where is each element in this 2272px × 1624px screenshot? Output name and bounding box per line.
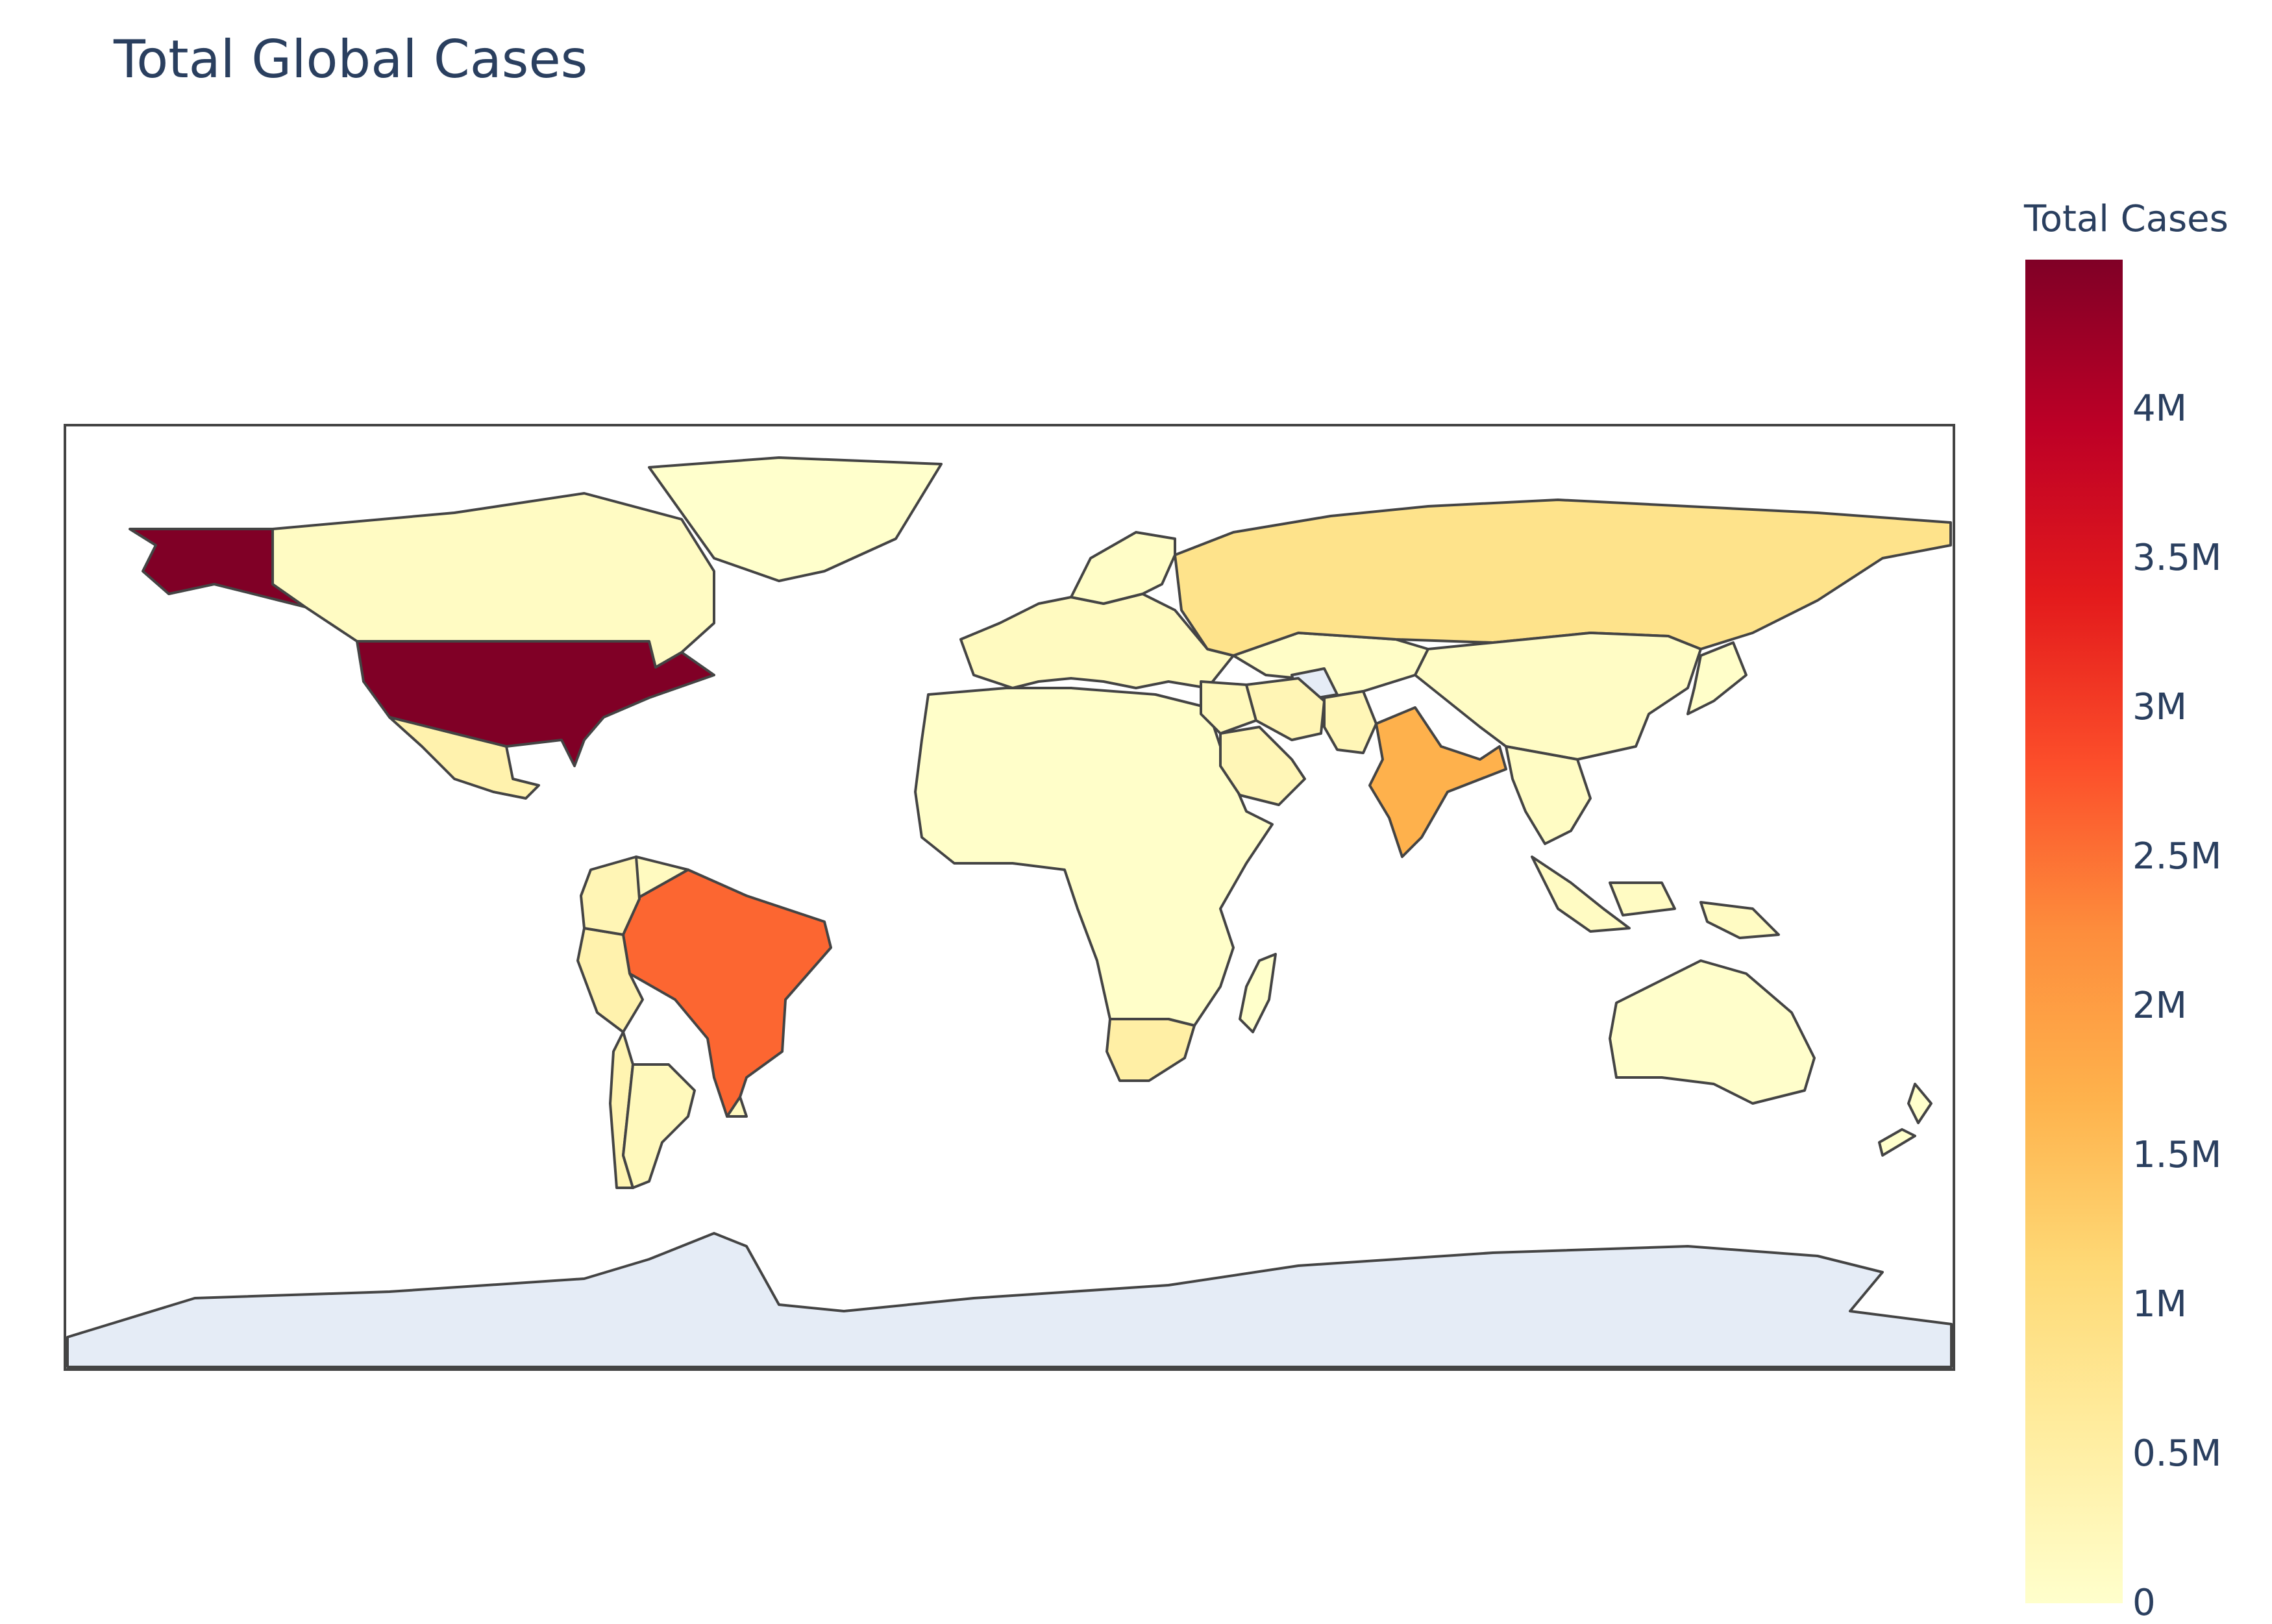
region-canada[interactable] — [271, 492, 715, 669]
region-colombia[interactable] — [580, 855, 641, 936]
region-south-africa[interactable] — [1105, 1018, 1196, 1082]
colorbar-tick-label: 3.5M — [2132, 537, 2222, 579]
region-india[interactable] — [1368, 706, 1507, 858]
colorbar-tick-label: 0 — [2132, 1582, 2156, 1624]
region-africa[interactable] — [914, 687, 1274, 1027]
region-middle-east[interactable] — [1200, 680, 1257, 735]
colorbar — [2025, 260, 2123, 1603]
region-iran[interactable] — [1245, 677, 1326, 741]
region-peru[interactable] — [576, 927, 644, 1033]
region-antarctica[interactable] — [66, 1232, 1953, 1368]
colorbar-tick-label: 2.5M — [2132, 835, 2222, 878]
region-new-zealand[interactable] — [1878, 1083, 1932, 1157]
region-brazil[interactable] — [622, 868, 832, 1118]
region-mexico[interactable] — [388, 716, 540, 800]
colorbar-tick-label: 0.5M — [2132, 1433, 2222, 1475]
region-europe[interactable] — [959, 593, 1235, 689]
colorbar-title: Total Cases — [2024, 198, 2229, 240]
colorbar-tick-label: 3M — [2132, 686, 2187, 728]
region-japan[interactable] — [1686, 641, 1747, 715]
region-china[interactable] — [1414, 632, 1702, 761]
region-saudi-arabia[interactable] — [1219, 726, 1306, 806]
colorbar-tick-label: 1.5M — [2132, 1134, 2222, 1176]
colorbar-tick-label: 2M — [2132, 985, 2187, 1027]
region-russia[interactable] — [1174, 498, 1952, 657]
region-greenland[interactable] — [648, 456, 943, 582]
region-pakistan[interactable] — [1323, 690, 1377, 754]
region-southeast-asia[interactable] — [1505, 745, 1592, 845]
colorbar-tick-label: 1M — [2132, 1283, 2187, 1325]
page-title: Total Global Cases — [114, 29, 588, 90]
region-indonesia[interactable] — [1531, 855, 1780, 939]
colorbar-tick-label: 4M — [2132, 388, 2187, 430]
region-australia[interactable] — [1609, 959, 1816, 1105]
region-argentina[interactable] — [622, 1063, 696, 1189]
region-madagascar[interactable] — [1239, 953, 1277, 1033]
